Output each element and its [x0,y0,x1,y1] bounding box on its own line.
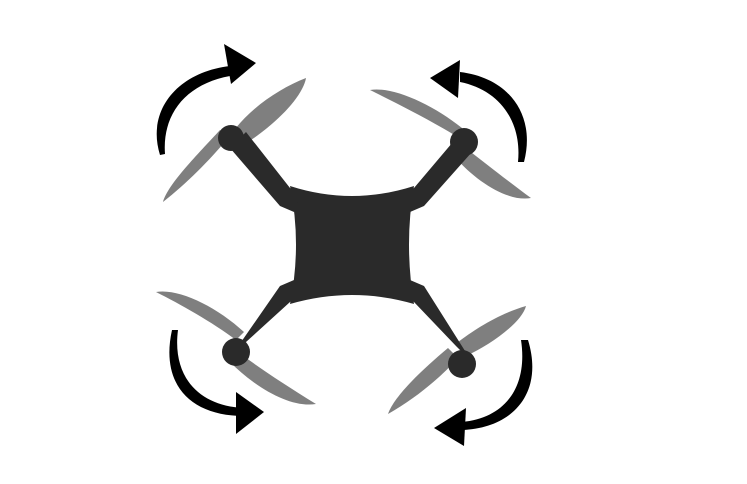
propeller-front-right [370,89,531,199]
frame-arm-rear-left [230,280,300,358]
rotation-arrow-front-right-icon [430,60,527,162]
propeller-rear-left [156,291,316,405]
frame-arm-rear-right [404,280,472,362]
motor-rear-right [448,350,476,378]
rotation-arrow-rear-left-icon [169,330,264,434]
frame-arm-front-left [230,132,300,212]
motor-rear-left [222,338,250,366]
frame-arm-front-right [404,136,472,212]
rotation-arrow-rear-right-icon [434,340,533,446]
frame-body [290,186,414,304]
propeller-rear-right [388,306,526,414]
motor-front-right [450,128,478,156]
propeller-front-left [163,78,306,202]
rotation-arrow-front-left-icon [156,44,256,155]
motor-front-left [218,125,244,151]
